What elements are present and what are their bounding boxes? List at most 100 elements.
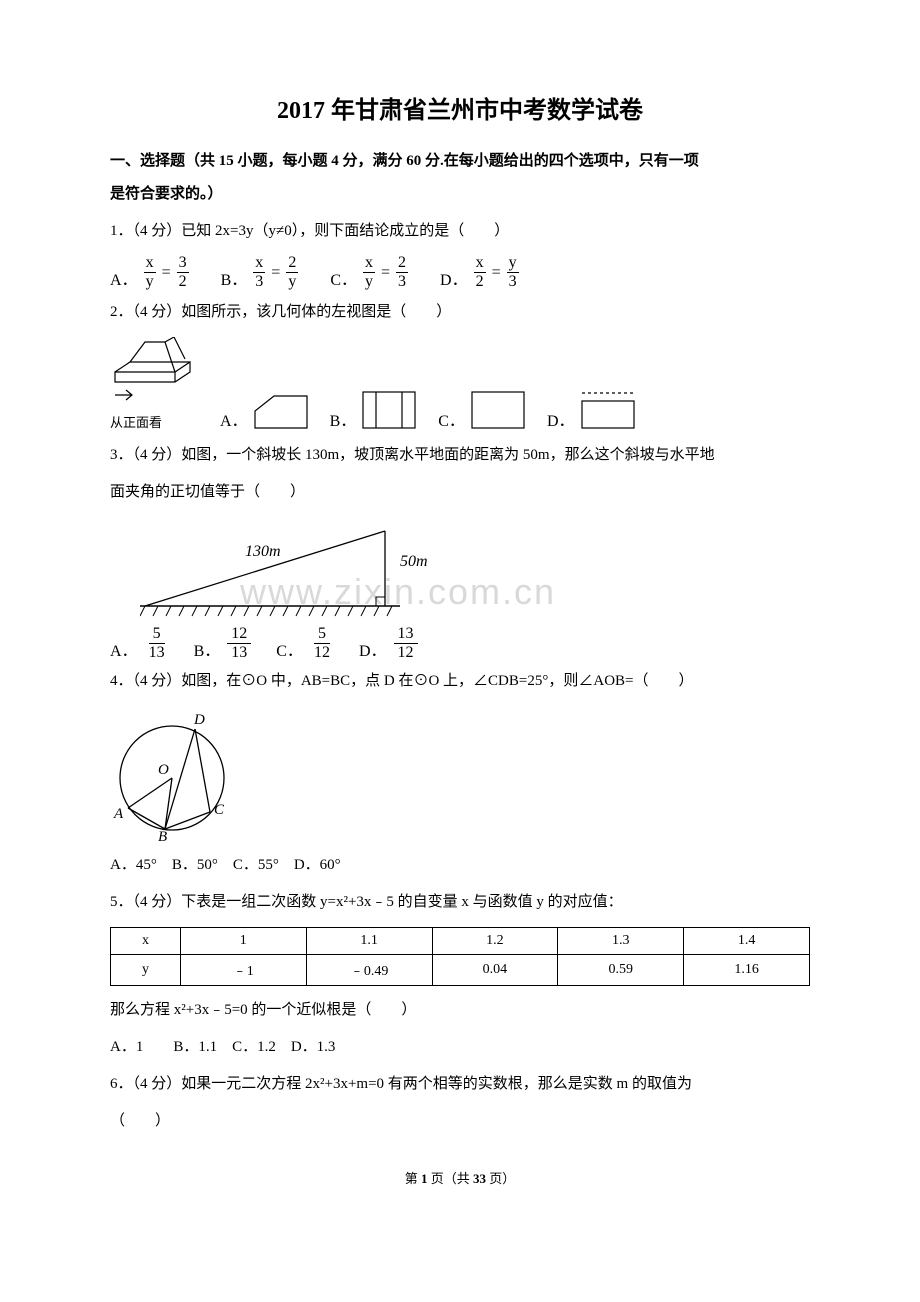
page-footer: 第 1 页（共 33 页） xyxy=(110,1168,810,1187)
q1-A-label: A． xyxy=(110,266,138,290)
q1-opt-B: B． x3 = 2y xyxy=(221,254,301,290)
q2-D-label: D． xyxy=(547,407,575,431)
q3-diagram: www.zixin.com.cn 130m 50m xyxy=(140,521,810,621)
footer-total: 33 xyxy=(473,1171,486,1186)
page-title: 2017 年甘肃省兰州市中考数学试卷 xyxy=(110,90,810,125)
q5-text: 5．（4 分）下表是一组二次函数 y=x²+3x﹣5 的自变量 x 与函数值 y… xyxy=(110,886,810,919)
frac-num: 2 xyxy=(396,254,408,273)
cell: 0.59 xyxy=(558,955,684,986)
frac-num: x xyxy=(363,254,375,273)
slope-label: 130m xyxy=(245,543,281,560)
frac-num: 3 xyxy=(177,254,189,273)
q3-opt-D: D． 1312 xyxy=(359,625,421,661)
q4-diagram: D O C A B xyxy=(110,706,810,841)
den: 12 xyxy=(394,644,418,662)
q2-B-label: B． xyxy=(330,407,357,431)
svg-text:B: B xyxy=(158,829,167,841)
q3-options: A．513 B．1213 C．512 D．1312 xyxy=(110,625,810,661)
q3-text2: 面夹角的正切值等于（ ） xyxy=(110,476,810,509)
cell: 1.2 xyxy=(432,928,558,955)
q3-text: 3．（4 分）如图，一个斜坡长 130m，坡顶离水平地面的距离为 50m，那么这… xyxy=(110,439,810,472)
q6-text: 6．（4 分）如果一元二次方程 2x²+3x+m=0 有两个相等的实数根，那么是… xyxy=(110,1068,810,1101)
num: 5 xyxy=(149,625,165,644)
q1-opt-C: C． xy = 23 xyxy=(330,254,410,290)
cell: 1.1 xyxy=(306,928,432,955)
frac-den: y xyxy=(363,273,375,291)
frac-den: y xyxy=(144,273,156,291)
frac-den: y xyxy=(286,273,298,291)
q2-3d-figure: 从正面看 xyxy=(110,337,200,431)
footer-mid: 页（共 xyxy=(427,1171,473,1186)
height-label: 50m xyxy=(400,553,428,570)
svg-text:D: D xyxy=(193,712,205,728)
footer-pre: 第 xyxy=(405,1171,421,1186)
svg-text:C: C xyxy=(214,802,225,818)
svg-text:O: O xyxy=(158,762,169,778)
q2-diagrams: 从正面看 A． B． C． D． xyxy=(110,337,810,431)
frac-den: 3 xyxy=(396,273,408,291)
q1-B-label: B． xyxy=(221,266,248,290)
label: D． xyxy=(359,637,387,661)
label: C． xyxy=(276,637,303,661)
eq: = xyxy=(492,264,501,290)
frac-num: y xyxy=(507,254,519,273)
table-row: x 1 1.1 1.2 1.3 1.4 xyxy=(111,928,810,955)
table-row: y ﹣1 ﹣0.49 0.04 0.59 1.16 xyxy=(111,955,810,986)
q3-opt-C: C． 512 xyxy=(276,625,337,661)
q1-C-label: C． xyxy=(330,266,357,290)
label: A． xyxy=(110,637,138,661)
svg-text:A: A xyxy=(113,806,124,822)
q1-options: A． xy = 32 B． x3 = 2y C． xy = 23 D． x2 =… xyxy=(110,254,810,290)
q1-opt-A: A． xy = 32 xyxy=(110,254,191,290)
cell: 1.3 xyxy=(558,928,684,955)
q3-opt-A: A． 513 xyxy=(110,625,172,661)
eq: = xyxy=(381,264,390,290)
cell: 1.16 xyxy=(684,955,810,986)
front-label: 从正面看 xyxy=(110,412,200,431)
q6-text2: （ ） xyxy=(110,1105,810,1138)
frac-den: 2 xyxy=(474,273,486,291)
num: 12 xyxy=(227,625,251,644)
q3-opt-B: B． 1213 xyxy=(194,625,255,661)
frac-num: x xyxy=(144,254,156,273)
cell: y xyxy=(111,955,181,986)
q2-opt-D: D． xyxy=(547,389,637,431)
q2-C-label: C． xyxy=(438,407,465,431)
q2-opt-A: A． xyxy=(220,393,310,431)
eq: = xyxy=(271,264,280,290)
cell: ﹣0.49 xyxy=(306,955,432,986)
section-header-line2: 是符合要求的。） xyxy=(110,178,810,211)
cell: 0.04 xyxy=(432,955,558,986)
den: 13 xyxy=(145,644,169,662)
q2-opt-B: B． xyxy=(330,389,419,431)
eq: = xyxy=(162,264,171,290)
frac-den: 3 xyxy=(253,273,265,291)
cell: 1 xyxy=(180,928,306,955)
frac-num: 2 xyxy=(286,254,298,273)
section-header-line1: 一、选择题（共 15 小题，每小题 4 分，满分 60 分.在每小题给出的四个选… xyxy=(110,145,810,178)
frac-den: 2 xyxy=(177,273,189,291)
num: 5 xyxy=(314,625,330,644)
label: B． xyxy=(194,637,221,661)
q2-opt-C: C． xyxy=(438,389,527,431)
cell: ﹣1 xyxy=(180,955,306,986)
frac-den: 3 xyxy=(507,273,519,291)
q2-text: 2．（4 分）如图所示，该几何体的左视图是（ ） xyxy=(110,296,810,329)
den: 13 xyxy=(227,644,251,662)
cell: 1.4 xyxy=(684,928,810,955)
q1-text: 1．（4 分）已知 2x=3y（y≠0），则下面结论成立的是（ ） xyxy=(110,215,810,248)
q2-A-label: A． xyxy=(220,407,248,431)
q5-text2: 那么方程 x²+3x﹣5=0 的一个近似根是（ ） xyxy=(110,994,810,1027)
footer-suf: 页） xyxy=(486,1171,515,1186)
cell: x xyxy=(111,928,181,955)
q1-D-label: D． xyxy=(440,266,468,290)
q1-opt-D: D． x2 = y3 xyxy=(440,254,521,290)
frac-num: x xyxy=(474,254,486,273)
num: 13 xyxy=(394,625,418,644)
frac-num: x xyxy=(253,254,265,273)
den: 12 xyxy=(310,644,334,662)
q4-opts: A．45° B．50° C．55° D．60° xyxy=(110,849,810,882)
q5-table: x 1 1.1 1.2 1.3 1.4 y ﹣1 ﹣0.49 0.04 0.59… xyxy=(110,927,810,986)
q5-opts: A．1 B．1.1 C．1.2 D．1.3 xyxy=(110,1031,810,1064)
q4-text: 4．（4 分）如图，在⊙O 中，AB=BC，点 D 在⊙O 上，∠CDB=25°… xyxy=(110,665,810,698)
